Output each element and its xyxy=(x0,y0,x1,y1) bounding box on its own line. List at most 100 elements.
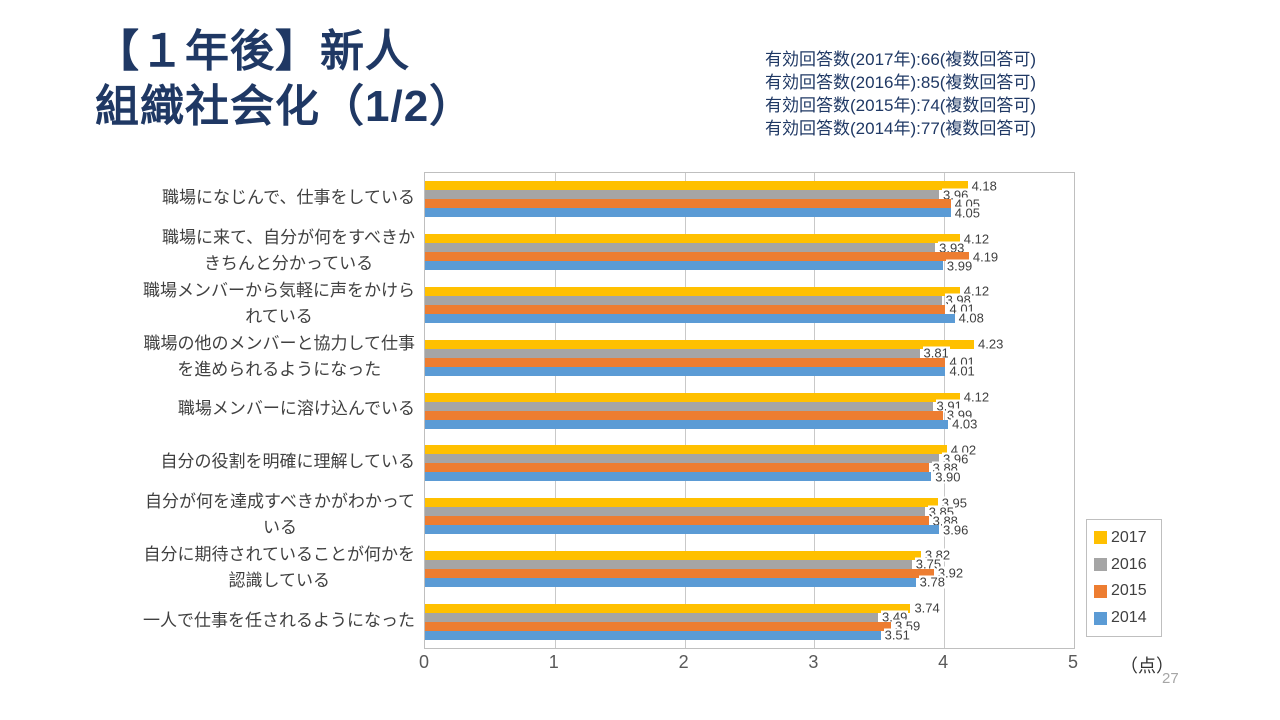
response-count-2015: 有効回答数(2015年):74(複数回答可) xyxy=(765,96,1037,115)
bar-2016 xyxy=(425,612,878,622)
bar-2017 xyxy=(425,339,975,349)
legend-swatch-icon xyxy=(1094,558,1107,572)
legend-item-2017: 2017 xyxy=(1094,529,1161,547)
bar-value-label: 3.75 xyxy=(914,556,943,572)
bar-value-label: 4.03 xyxy=(951,416,979,432)
bar-2017 xyxy=(425,603,911,613)
axis-unit-label: （点） xyxy=(1120,656,1174,676)
bar-2016 xyxy=(425,348,920,358)
category-row: 職場メンバーに溶け込んでいる xyxy=(100,383,415,436)
bar-value-label: 3.93 xyxy=(938,240,966,256)
legend-swatch-icon xyxy=(1094,584,1107,598)
bar-2015 xyxy=(425,199,951,209)
legend: 2017 2016 2015 2014 xyxy=(1086,519,1162,637)
bar-2014 xyxy=(425,419,949,429)
category-row: 自分に期待されていることが何かを 認識している xyxy=(100,541,416,594)
category-label: 自分に期待されていることが何かを 認識している xyxy=(143,544,416,590)
legend-swatch-icon xyxy=(1094,531,1107,545)
bar-2016 xyxy=(425,401,933,411)
bar-2014 xyxy=(425,366,946,376)
legend-swatch-icon xyxy=(1094,611,1107,625)
x-tick-label: 4 xyxy=(938,652,949,672)
response-count-2016: 有効回答数(2016年):85(複数回答可) xyxy=(765,73,1037,92)
category-label: 職場に来て、自分が何をすべきか きちんと分かっている xyxy=(162,228,415,274)
category-label: 自分が何を達成すべきかがわかって いる xyxy=(145,491,415,537)
bar-2017 xyxy=(425,181,968,191)
bar-2015 xyxy=(425,568,934,578)
legend-item-2016: 2016 xyxy=(1094,556,1161,574)
bar-2016 xyxy=(425,507,925,517)
x-tick-label: 3 xyxy=(808,652,819,672)
bar-2015 xyxy=(425,252,969,262)
category-row: 職場になじんで、仕事をしている xyxy=(100,172,415,225)
bar-value-label: 4.12 xyxy=(962,389,991,405)
bar-2016 xyxy=(425,454,939,464)
bar-2017 xyxy=(425,286,960,296)
bar-2017 xyxy=(425,234,960,244)
bar-value-label: 4.01 xyxy=(948,363,976,379)
bar-2017 xyxy=(425,445,947,455)
legend-label: 2017 xyxy=(1111,528,1147,546)
bar-value-label: 3.90 xyxy=(934,469,962,485)
response-count-2014: 有効回答数(2014年):77(複数回答可) xyxy=(765,119,1037,138)
bar-value-label: 3.96 xyxy=(942,522,970,538)
plot-area: 4.18 3.96 4.05 4.05 4.12 3.93 4.19 3.99 4.12 3.98… xyxy=(424,172,1075,649)
legend-label: 2016 xyxy=(1111,555,1147,573)
bar-2016 xyxy=(425,559,912,569)
bar-2014 xyxy=(425,261,943,271)
bar-value-label: 3.74 xyxy=(913,600,941,616)
x-tick-label: 0 xyxy=(418,652,430,672)
category-labels: 職場になじんで、仕事をしている職場に来て、自分が何をすべきか きちんと分かっている… xyxy=(100,172,415,647)
bar-value-label: 3.78 xyxy=(918,574,946,590)
category-label: 一人で仕事を任されるようになった xyxy=(143,610,415,630)
category-row: 職場に来て、自分が何をすべきか きちんと分かっている xyxy=(100,225,415,278)
bar-2016 xyxy=(425,295,942,305)
bar-value-label: 4.08 xyxy=(957,310,985,326)
bar-2014 xyxy=(425,313,955,323)
bar-2015 xyxy=(425,304,946,314)
x-axis: 0 1 2 3 4 5 xyxy=(419,652,1078,676)
category-label: 職場の他のメンバーと協力して仕事 を進められるようになった xyxy=(143,333,416,379)
category-row: 自分が何を達成すべきかがわかって いる xyxy=(100,489,415,542)
x-tick-label: 2 xyxy=(678,652,689,672)
legend-item-2015: 2015 xyxy=(1094,582,1161,600)
bar-value-label: 4.23 xyxy=(977,336,1005,352)
category-label: 職場メンバーに溶け込んでいる xyxy=(177,399,415,419)
bar-value-label: 3.99 xyxy=(945,258,974,274)
bar-2014 xyxy=(425,208,951,218)
slide-title-line1: 【１年後】新人 xyxy=(95,27,410,76)
category-label: 自分の役割を明確に理解している xyxy=(160,452,416,472)
slide-title-line2: 組織社会化（1/2） xyxy=(95,82,475,131)
category-row: 一人で仕事を任されるようになった xyxy=(100,594,415,647)
bar-2015 xyxy=(425,463,929,473)
x-tick-label: 5 xyxy=(1067,652,1079,672)
bar-2014 xyxy=(425,630,881,640)
category-label: 職場メンバーから気軽に声をかけら れている xyxy=(143,280,415,326)
category-row: 職場の他のメンバーと協力して仕事 を進められるようになった xyxy=(100,330,416,383)
slide-title: 【１年後】新人 組織社会化（1/2） xyxy=(95,24,474,134)
category-row: 自分の役割を明確に理解している xyxy=(100,436,416,489)
bar-2014 xyxy=(425,525,939,535)
bar-2016 xyxy=(425,243,936,253)
legend-label: 2015 xyxy=(1111,582,1147,600)
bar-value-label: 4.18 xyxy=(970,178,998,194)
x-tick-label: 1 xyxy=(548,652,559,672)
legend-label: 2014 xyxy=(1111,609,1147,627)
bar-2017 xyxy=(425,550,921,560)
response-count-2017: 有効回答数(2017年):66(複数回答可) xyxy=(765,50,1037,69)
legend-item-2014: 2014 xyxy=(1094,609,1161,627)
bar-value-label: 4.05 xyxy=(953,205,981,221)
category-label: 職場になじんで、仕事をしている xyxy=(162,188,415,208)
bar-2015 xyxy=(425,621,891,631)
bar-value-label: 3.81 xyxy=(922,345,950,361)
bar-2017 xyxy=(425,498,938,508)
page-number: 27 xyxy=(1162,670,1179,687)
bar-2014 xyxy=(425,472,932,482)
category-row: 職場メンバーから気軽に声をかけら れている xyxy=(100,278,415,331)
bar-value-label: 4.12 xyxy=(962,231,991,247)
valid-response-counts: 有効回答数(2017年):66(複数回答可) 有効回答数(2016年):85(複… xyxy=(765,48,1135,140)
bar-2015 xyxy=(425,357,946,367)
bar-value-label: 3.51 xyxy=(883,627,911,643)
bar-2015 xyxy=(425,516,929,526)
